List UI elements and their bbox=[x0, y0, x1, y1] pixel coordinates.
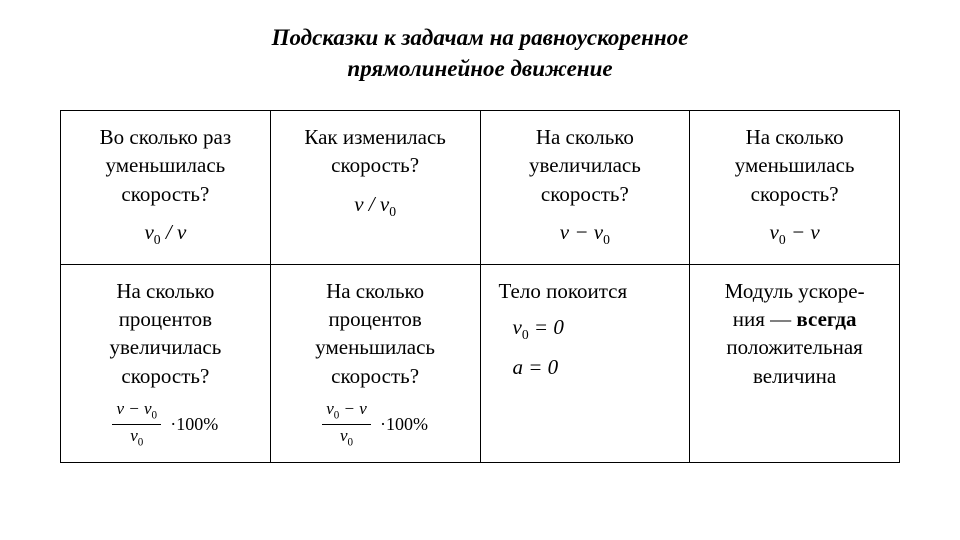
cell-formula: v0 − v v0 ·100% bbox=[279, 400, 472, 448]
cell-formula: v − v0 bbox=[489, 218, 682, 250]
fraction-denominator: v0 bbox=[322, 425, 371, 449]
fraction-numerator: v − v0 bbox=[112, 400, 161, 425]
text-line: положительная bbox=[698, 333, 891, 361]
cell-formula: v0 − v bbox=[698, 218, 891, 250]
text-line: величина bbox=[698, 362, 891, 390]
cell-label: Тело покоится bbox=[499, 277, 682, 305]
equation-line: a = 0 bbox=[499, 353, 682, 381]
text-bold: всегда bbox=[796, 307, 856, 331]
cell-question: На сколько уменьшилась скорость? bbox=[698, 123, 891, 208]
percent-suffix: ·100% bbox=[170, 414, 218, 434]
cell-r0c0: Во сколько раз уменьшилась скорость? v0 … bbox=[61, 111, 271, 265]
cell-question: Как изменилась скорость? bbox=[279, 123, 472, 180]
cell-r1c0: На сколько процентов увеличилась скорост… bbox=[61, 264, 271, 462]
fraction-denominator: v0 bbox=[112, 425, 161, 449]
cell-r0c1: Как изменилась скорость? v / v0 bbox=[270, 111, 480, 265]
fraction: v − v0 v0 bbox=[112, 400, 161, 448]
page-title: Подсказки к задачам на равноускоренное п… bbox=[60, 22, 900, 84]
table-row: На сколько процентов увеличилась скорост… bbox=[61, 264, 900, 462]
text-line: ния — всегда bbox=[698, 305, 891, 333]
fraction-numerator: v0 − v bbox=[322, 400, 371, 425]
cell-question: На сколько увеличилась скорость? bbox=[489, 123, 682, 208]
cell-r1c3: Модуль ускоре- ния — всегда положительна… bbox=[690, 264, 900, 462]
percent-suffix: ·100% bbox=[380, 414, 428, 434]
cell-question: На сколько процентов уменьшилась скорост… bbox=[279, 277, 472, 390]
cell-r0c3: На сколько уменьшилась скорость? v0 − v bbox=[690, 111, 900, 265]
text-line: Модуль ускоре- bbox=[698, 277, 891, 305]
cell-r1c2: Тело покоится v0 = 0 a = 0 bbox=[480, 264, 690, 462]
text-fragment: ния — bbox=[733, 307, 797, 331]
title-line-1: Подсказки к задачам на равноускоренное bbox=[272, 25, 689, 50]
cell-r1c1: На сколько процентов уменьшилась скорост… bbox=[270, 264, 480, 462]
table-row: Во сколько раз уменьшилась скорость? v0 … bbox=[61, 111, 900, 265]
cell-formula: v0 / v bbox=[69, 218, 262, 250]
cell-formula: v / v0 bbox=[279, 190, 472, 222]
hints-table: Во сколько раз уменьшилась скорость? v0 … bbox=[60, 110, 900, 463]
cell-body: Тело покоится v0 = 0 a = 0 bbox=[489, 277, 682, 381]
cell-question: Во сколько раз уменьшилась скорость? bbox=[69, 123, 262, 208]
cell-formula: v − v0 v0 ·100% bbox=[69, 400, 262, 448]
fraction: v0 − v v0 bbox=[322, 400, 371, 448]
cell-r0c2: На сколько увеличилась скорость? v − v0 bbox=[480, 111, 690, 265]
cell-question: На сколько процентов увеличилась скорост… bbox=[69, 277, 262, 390]
title-line-2: прямолинейное движение bbox=[347, 56, 612, 81]
page: Подсказки к задачам на равноускоренное п… bbox=[0, 0, 960, 540]
equation-line: v0 = 0 bbox=[499, 313, 682, 345]
